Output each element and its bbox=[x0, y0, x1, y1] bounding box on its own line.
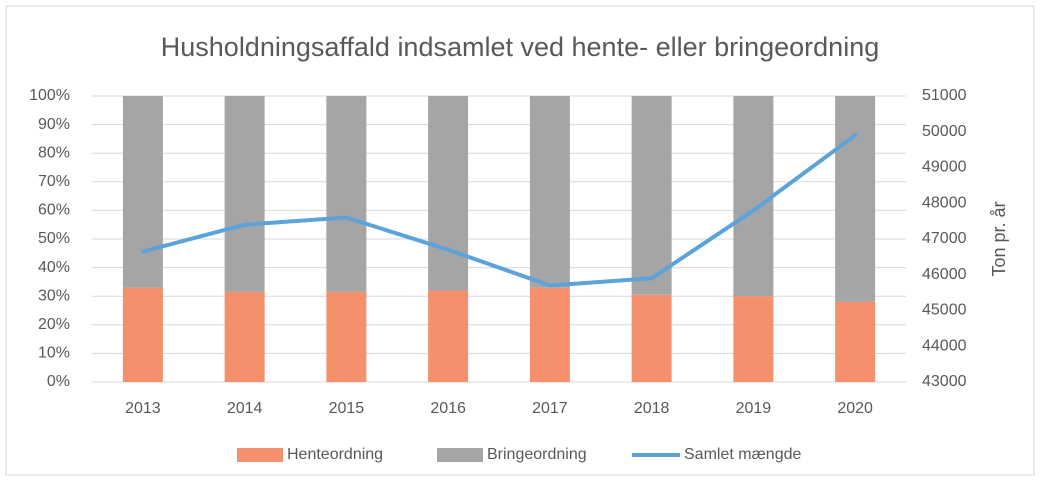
y2-tick-label: 50000 bbox=[922, 123, 967, 140]
chart-title: Husholdningsaffald indsamlet ved hente- … bbox=[161, 32, 879, 62]
bar bbox=[224, 96, 265, 292]
bar bbox=[835, 96, 876, 302]
y-tick-label: 50% bbox=[38, 230, 70, 247]
bar bbox=[224, 291, 265, 382]
bar bbox=[631, 96, 672, 295]
y-tick-label: 100% bbox=[29, 87, 70, 104]
x-tick-label: 2017 bbox=[532, 400, 568, 417]
y2-tick-label: 45000 bbox=[922, 302, 967, 319]
legend-swatch bbox=[237, 448, 283, 462]
y2-tick-label: 46000 bbox=[922, 266, 967, 283]
y-tick-label: 60% bbox=[38, 202, 70, 219]
y2-tick-label: 47000 bbox=[922, 230, 967, 247]
bar bbox=[428, 290, 469, 382]
bar bbox=[835, 301, 876, 382]
x-tick-label: 2015 bbox=[329, 400, 365, 417]
bar bbox=[631, 294, 672, 382]
y-tick-label: 80% bbox=[38, 144, 70, 161]
x-tick-label: 2013 bbox=[125, 400, 161, 417]
y2-tick-label: 49000 bbox=[922, 159, 967, 176]
y-tick-label: 40% bbox=[38, 259, 70, 276]
bar bbox=[326, 291, 367, 382]
y2-axis-label: Ton pr. år bbox=[989, 201, 1009, 276]
legend-label: Henteordning bbox=[287, 446, 383, 463]
x-tick-label: 2020 bbox=[837, 400, 873, 417]
line bbox=[140, 133, 858, 288]
bar bbox=[326, 96, 367, 292]
y2-tick-label: 51000 bbox=[922, 87, 967, 104]
bar bbox=[733, 296, 774, 382]
y2-tick-label: 43000 bbox=[922, 373, 967, 390]
bar bbox=[529, 96, 570, 288]
y2-tick-label: 44000 bbox=[922, 337, 967, 354]
x-tick-label: 2016 bbox=[430, 400, 466, 417]
bar bbox=[428, 96, 469, 291]
y-tick-label: 90% bbox=[38, 116, 70, 133]
bar bbox=[529, 287, 570, 382]
bar bbox=[122, 287, 163, 382]
x-tick-label: 2014 bbox=[227, 400, 263, 417]
y2-tick-label: 48000 bbox=[922, 194, 967, 211]
y-tick-label: 10% bbox=[38, 345, 70, 362]
legend-swatch bbox=[437, 448, 483, 462]
x-tick-label: 2019 bbox=[736, 400, 772, 417]
y-tick-label: 70% bbox=[38, 173, 70, 190]
legend-label: Samlet mængde bbox=[684, 446, 801, 463]
y-tick-label: 0% bbox=[47, 373, 70, 390]
y-tick-label: 20% bbox=[38, 316, 70, 333]
bar bbox=[733, 96, 774, 297]
legend-label: Bringeordning bbox=[487, 446, 587, 463]
x-tick-label: 2018 bbox=[634, 400, 670, 417]
bar bbox=[122, 96, 163, 288]
y-tick-label: 30% bbox=[38, 287, 70, 304]
